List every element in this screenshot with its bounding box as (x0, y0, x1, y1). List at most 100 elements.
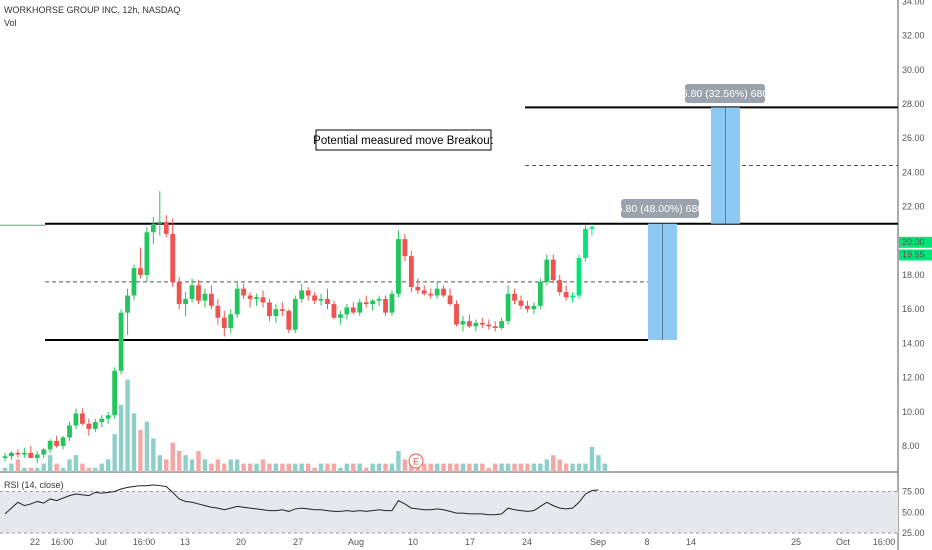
candle-body (260, 297, 266, 303)
volume-bar (396, 451, 401, 472)
price-tick-label: 32.00 (902, 31, 925, 41)
volume-bar (235, 459, 240, 472)
volume-bar (312, 467, 317, 472)
annotation-box[interactable] (315, 129, 492, 151)
time-tick-label: 27 (293, 537, 303, 547)
candle-body (34, 454, 40, 458)
candle-body (2, 456, 8, 458)
candle-body (512, 293, 517, 301)
price-tick-label: 24.00 (902, 167, 925, 177)
volume-bar (273, 463, 279, 472)
volume-bar (325, 463, 330, 472)
volume-bar (118, 404, 124, 472)
volume-bar (2, 467, 8, 472)
volume-bar (351, 463, 356, 472)
candle-body (525, 305, 530, 310)
candle-body (215, 305, 221, 318)
volume-bar (99, 463, 104, 472)
candle-body (537, 281, 543, 306)
candle-body (447, 295, 453, 305)
candle-body (331, 304, 337, 318)
volume-bar (557, 459, 562, 472)
volume-bar (138, 430, 143, 472)
volume-bar (241, 463, 246, 472)
measure-label-second-bg (685, 84, 765, 103)
volume-bar (260, 459, 266, 472)
volume-bar (505, 463, 511, 472)
candle-body (189, 285, 195, 299)
candle-body (305, 290, 311, 296)
candle-body (202, 293, 208, 301)
volume-bar (589, 446, 595, 472)
volume-bar (402, 459, 408, 472)
time-tick-label: 13 (180, 537, 190, 547)
volume-bar (15, 459, 21, 472)
price-tick-label: 10.00 (902, 407, 925, 417)
candle-body (196, 285, 201, 301)
measure-label-first: 6.80 (48.00%) 680 (617, 203, 704, 215)
price-tick-label: 30.00 (902, 65, 925, 75)
volume-bar (286, 463, 291, 472)
volume-bar (383, 463, 388, 472)
volume-bar (228, 459, 233, 472)
candle-body (157, 221, 163, 224)
volume-bar (86, 467, 92, 472)
rsi-panel (0, 484, 898, 534)
volume-bar (318, 463, 324, 472)
price-tick-label: 16.00 (902, 304, 925, 314)
candle-body (499, 321, 505, 329)
candle-body (254, 297, 259, 299)
earnings-marker[interactable] (408, 453, 424, 469)
volume-bar (499, 463, 504, 472)
candles (2, 191, 595, 464)
volume-bar (370, 463, 375, 472)
candle-body (228, 314, 234, 329)
candle-body (557, 280, 563, 293)
candle-body (28, 452, 34, 458)
volume-bar (467, 463, 472, 472)
volume-bar (9, 463, 14, 472)
volume-bar (267, 463, 272, 472)
candle-body (479, 322, 485, 325)
volume-bar (480, 463, 485, 472)
time-tick-label: 8 (644, 537, 649, 547)
volume-bar (460, 463, 466, 472)
volume-bar (357, 463, 362, 472)
time-tick-label: Oct (836, 537, 851, 547)
last-price-badge (899, 236, 932, 248)
candle-body (279, 309, 285, 311)
time-tick-label: Jul (95, 537, 107, 547)
volume-bar (344, 463, 350, 472)
time-tick-label: Aug (348, 537, 364, 547)
candle-body (370, 300, 376, 305)
price-tick-label: 28.00 (902, 99, 925, 109)
price-tick-label: 34.00 (902, 0, 925, 6)
second-price-label: 19.55 (902, 249, 925, 259)
candle-body (325, 298, 330, 305)
volume-label: Vol (4, 18, 17, 28)
candle-body (67, 425, 72, 438)
candle-body (234, 288, 240, 315)
volume-bar (67, 459, 72, 472)
volume-bar (389, 463, 395, 472)
candle-body (350, 307, 356, 313)
volume-bar (247, 463, 253, 472)
volume-bar (22, 467, 27, 472)
volume-bar (112, 434, 117, 472)
candle-body (492, 326, 498, 329)
candle-body (221, 317, 227, 329)
measure-tools[interactable] (648, 107, 740, 340)
candle-body (505, 293, 511, 322)
volume-bar (305, 463, 311, 472)
volume-bar (60, 467, 66, 472)
candle-body (60, 437, 66, 446)
candle-body (415, 286, 421, 291)
volume-bar (454, 463, 459, 472)
symbol-title: WORKHORSE GROUP INC, 12h, NASDAQ (4, 5, 180, 15)
volume-bar (151, 438, 156, 472)
earnings-marker-label: E (413, 457, 419, 467)
candle-body (41, 449, 47, 455)
candle-body (318, 298, 324, 301)
volume-bar (583, 463, 588, 472)
candle-body (396, 239, 401, 294)
